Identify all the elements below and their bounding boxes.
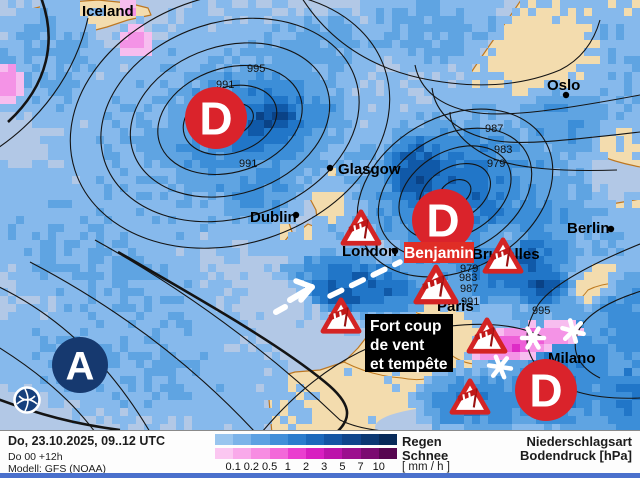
svg-text:D: D — [199, 93, 232, 145]
legend-tick-value: 3 — [321, 461, 328, 473]
isobars-iceland-low — [69, 0, 391, 249]
globe-logo[interactable] — [13, 386, 41, 414]
city-label: Dublin — [250, 209, 297, 226]
model-label: Modell: GFS (NOAA) — [8, 463, 107, 475]
city-dot — [391, 247, 399, 255]
isobar-label: 987 — [485, 123, 503, 135]
rain-label: Regen — [402, 434, 442, 449]
rain-color-scale — [215, 434, 398, 445]
storm-warning-box: Fort coup de vent et tempête — [365, 314, 453, 373]
isobar-label: 995 — [532, 305, 550, 317]
legend-tick-value: 0.1 — [225, 461, 241, 473]
city-dot — [562, 91, 570, 99]
legend-tick-value: 0.5 — [261, 461, 278, 473]
legend-tick-value: 0.2 — [243, 461, 260, 473]
rain-scale-segment — [378, 434, 398, 445]
legend-tick-value: 7 — [357, 461, 364, 473]
city-label: Berlin — [567, 220, 610, 237]
storm-name-text: Benjamin — [404, 245, 474, 262]
high-pressure-symbol: A — [52, 337, 108, 393]
snowflake-icon — [486, 354, 514, 380]
snow-scale-segment — [233, 448, 252, 459]
isobar-label: 991 — [239, 158, 257, 170]
legend-ticks: 0.1 0.2 0.5 1 2 3 5 7 10 — [215, 461, 397, 474]
rain-scale-segment — [324, 434, 343, 445]
city-dot — [607, 225, 615, 233]
warning-line-1: Fort coup — [370, 318, 441, 335]
legend-tick-value: 2 — [302, 461, 310, 473]
legend-tick-value: 10 — [372, 461, 385, 473]
forecast-run: Do 00 +12h — [8, 451, 63, 463]
forecast-datetime: Do, 23.10.2025, 09..12 UTC — [8, 434, 166, 448]
snow-scale-segment — [360, 448, 379, 459]
isobar-label: 995 — [247, 63, 265, 75]
svg-text:D: D — [426, 195, 459, 247]
isobar-label: 987 — [460, 283, 478, 295]
snow-scale-segment — [306, 448, 325, 459]
city-label: Glasgow — [338, 161, 401, 178]
region-label-iceland: Iceland — [82, 3, 134, 20]
city-dot — [292, 211, 300, 219]
isobar-label: 983 — [494, 144, 512, 156]
rain-scale-segment — [233, 434, 252, 445]
isobars — [0, 0, 640, 430]
snow-scale-segment — [378, 448, 398, 459]
snow-color-scale — [215, 448, 398, 459]
snow-label: Schnee — [402, 448, 449, 463]
precipitation-raster — [0, 0, 640, 430]
snowflake-symbols — [486, 318, 586, 380]
snow-scale-segment — [342, 448, 361, 459]
city-dot — [326, 164, 334, 172]
bottom-frame-strip — [0, 473, 640, 478]
isobar-label: 983 — [459, 272, 477, 284]
warning-line-3: et tempête — [370, 356, 448, 373]
rain-scale-segment — [287, 434, 307, 445]
city-label: London — [342, 243, 397, 260]
snow-scale-segment — [287, 448, 307, 459]
snow-scale-segment — [324, 448, 343, 459]
pressure-centers: D D D A — [52, 87, 577, 421]
svg-text:A: A — [66, 344, 95, 388]
map-footer: Do, 23.10.2025, 09..12 UTC Do 00 +12h Mo… — [0, 430, 640, 478]
legend-tick-value: 1 — [284, 461, 291, 473]
snowflake-icon — [519, 326, 547, 350]
rain-scale-segment — [269, 434, 288, 445]
precip-type-label: Niederschlagsart — [526, 434, 633, 449]
snowflake-icon — [560, 318, 586, 344]
isobar-label: 991 — [461, 296, 479, 308]
rain-scale-segment — [215, 434, 234, 445]
rain-scale-segment — [251, 434, 270, 445]
snow-scale-segment — [269, 448, 288, 459]
low-pressure-symbol: D — [412, 189, 474, 251]
svg-text:D: D — [529, 365, 562, 417]
isobar-label: 979 — [487, 158, 505, 170]
low-pressure-symbol: D — [185, 87, 247, 149]
warning-line-2: de vent — [370, 337, 424, 354]
isobar-label: 979 — [460, 263, 478, 275]
legend-unit: [ mm / h ] — [402, 461, 450, 473]
snow-scale-segment — [251, 448, 270, 459]
rain-scale-segment — [342, 434, 361, 445]
storm-track-arrow — [273, 259, 403, 315]
legend-tick-value: 5 — [339, 461, 346, 473]
city-label: Oslo — [547, 77, 580, 94]
snow-scale-segment — [215, 448, 234, 459]
pressure-field-label: Bodendruck [hPa] — [520, 448, 632, 463]
low-pressure-symbol: D — [515, 359, 577, 421]
storm-name-badge: Benjamin — [404, 242, 474, 263]
rain-scale-segment — [360, 434, 379, 445]
city-labels: OsloGlasgowDublinLondonBerlinBruxellesPa… — [250, 77, 615, 367]
rain-scale-segment — [306, 434, 325, 445]
